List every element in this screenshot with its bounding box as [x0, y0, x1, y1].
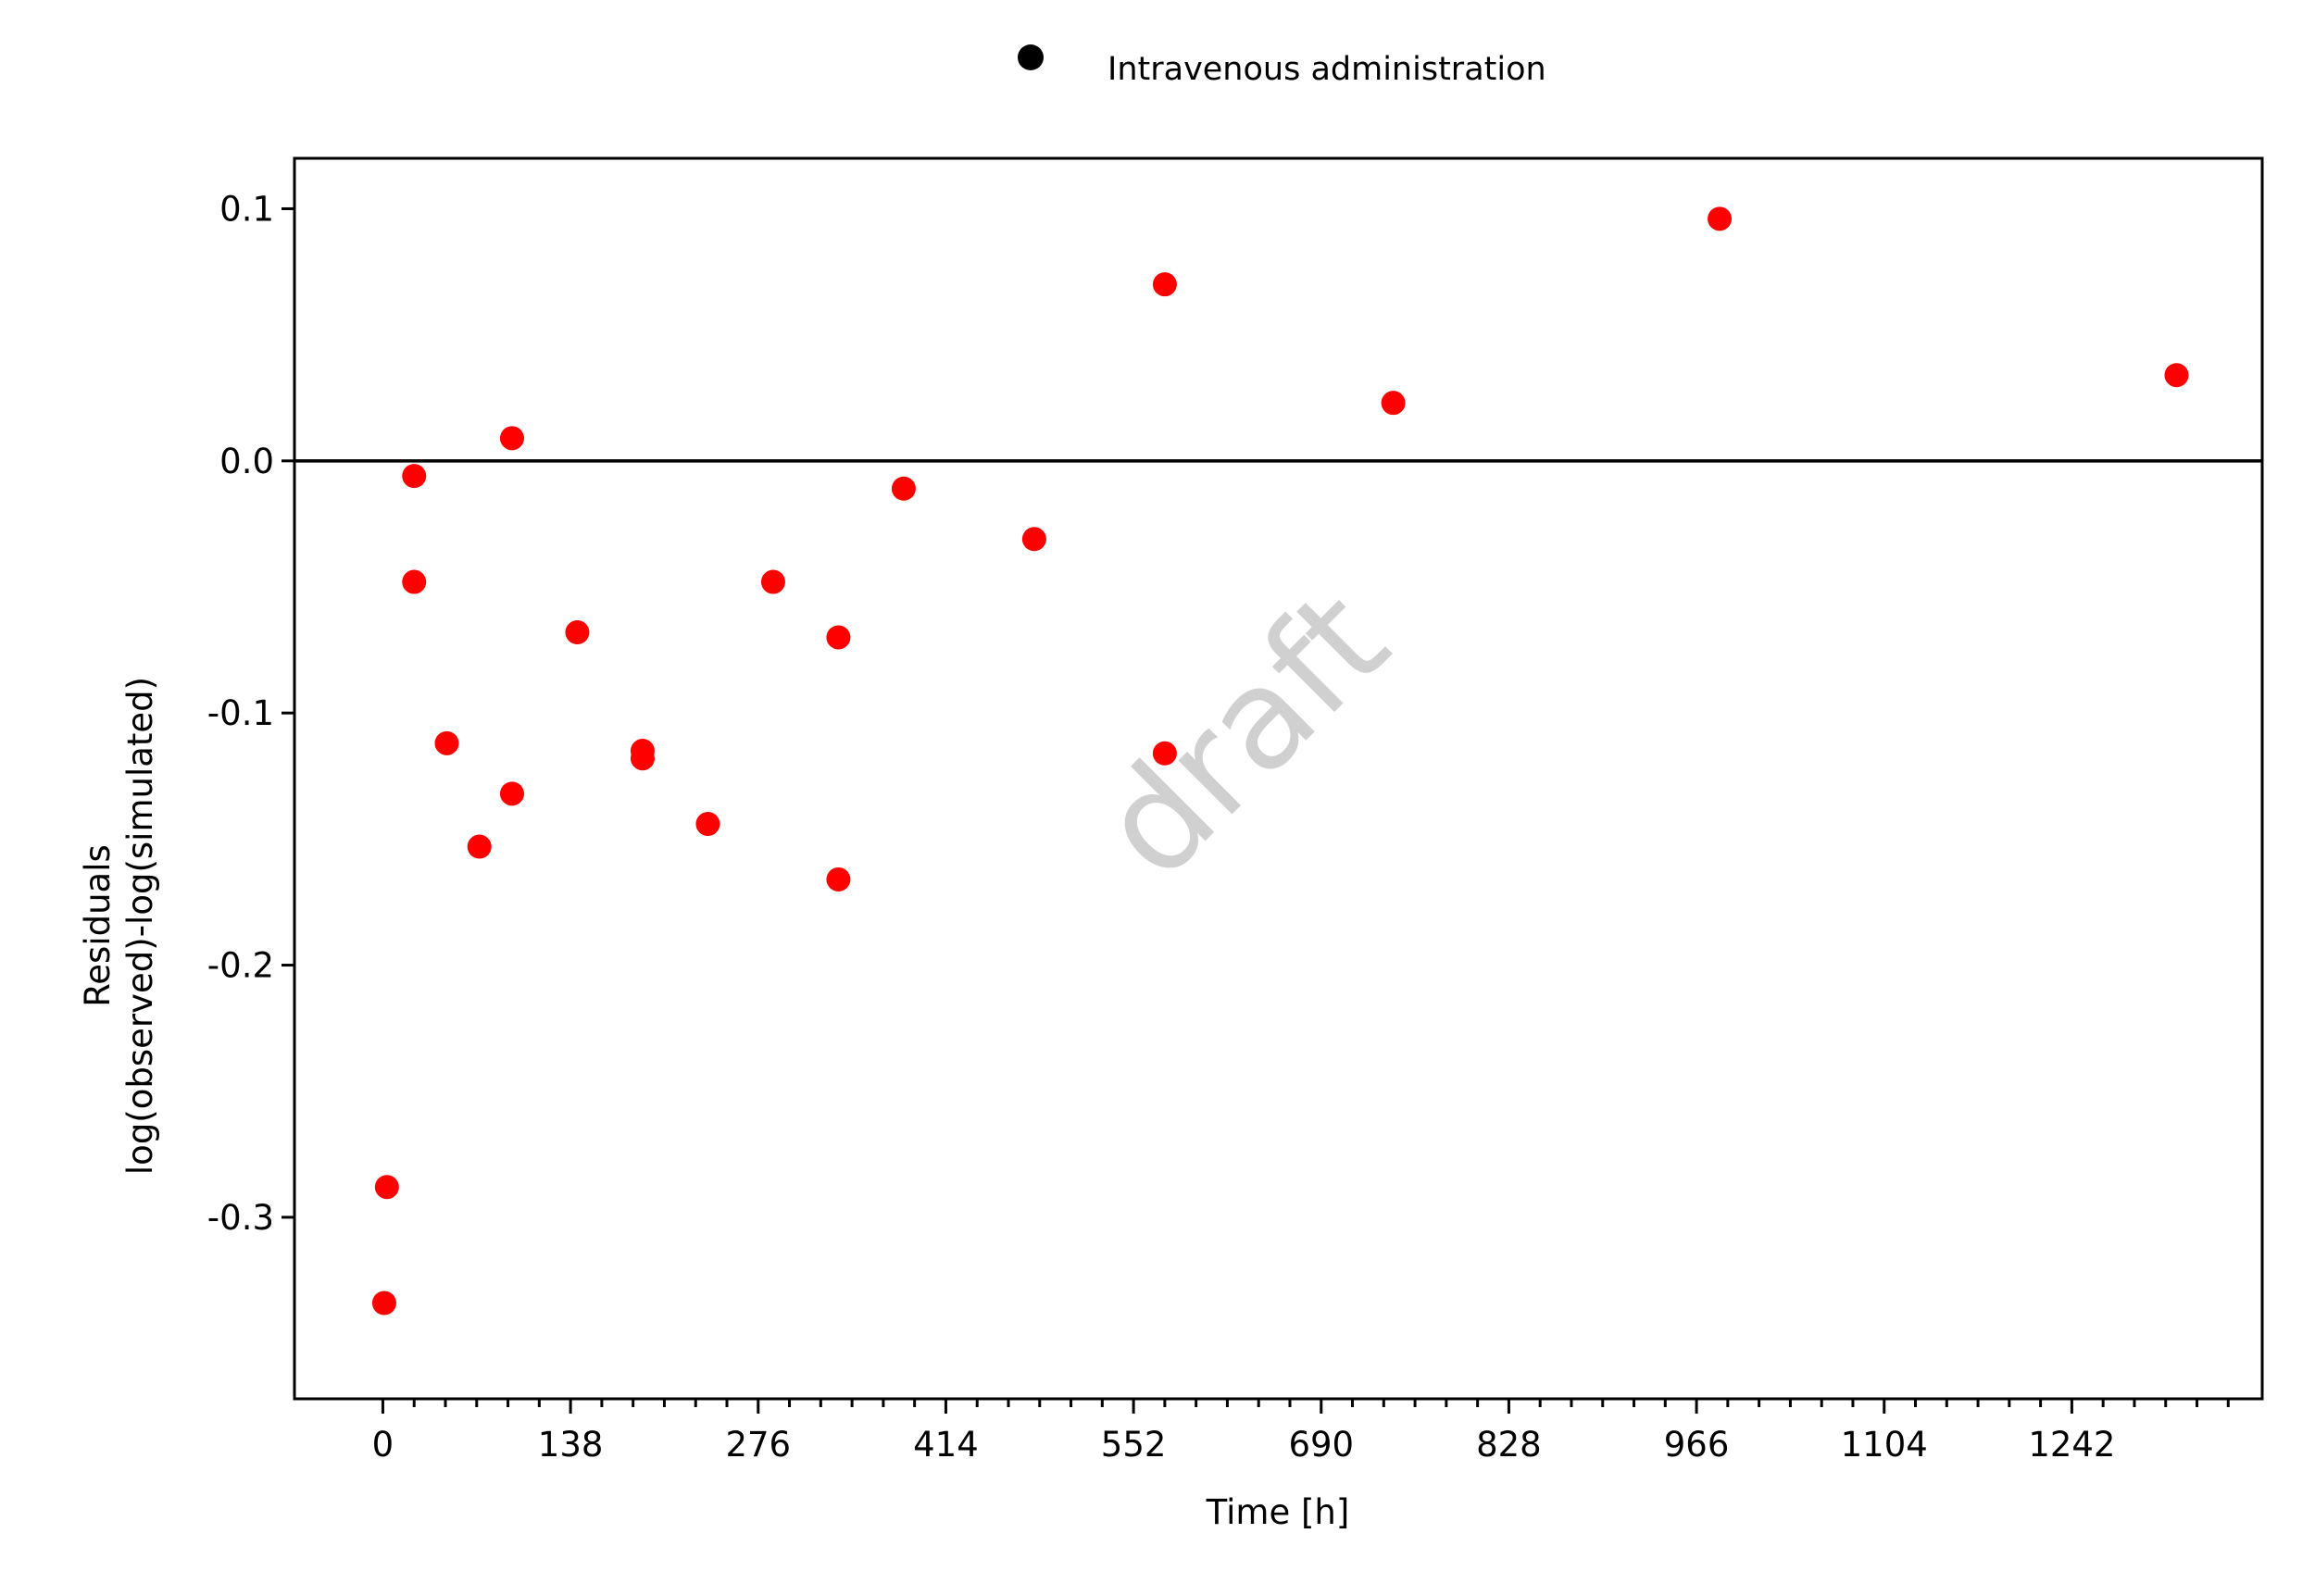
- y-axis-title: Residuals log(observed)-log(simulated): [78, 677, 160, 1175]
- data-point: [565, 620, 590, 645]
- data-point: [826, 625, 851, 650]
- y-tick-label: -0.3: [207, 1198, 274, 1238]
- x-tick-label: 966: [1664, 1425, 1730, 1465]
- data-point: [434, 730, 459, 755]
- data-point: [499, 781, 524, 806]
- data-point: [374, 1175, 399, 1200]
- data-point: [1152, 272, 1177, 297]
- data-point: [402, 464, 427, 489]
- y-axis: 0.1 0.0 -0.1 -0.2 -0.3: [207, 189, 294, 1238]
- x-axis-title: Time [h]: [1206, 1492, 1350, 1532]
- x-tick-label: 276: [725, 1425, 791, 1465]
- x-tick-label: 1104: [1841, 1425, 1928, 1465]
- data-point: [499, 426, 524, 451]
- legend-label: Intravenous administration: [1107, 51, 1546, 88]
- legend: Intravenous administration: [1018, 44, 1546, 88]
- data-point: [630, 746, 655, 771]
- y-tick-label: 0.1: [219, 189, 274, 229]
- y-axis-title-line-2: log(observed)-log(simulated): [120, 677, 160, 1175]
- data-point: [1152, 741, 1177, 766]
- y-tick-label: 0.0: [219, 442, 274, 481]
- data-point: [371, 1291, 396, 1315]
- data-points: [371, 206, 2189, 1315]
- plot-area-frame: [293, 156, 2264, 1401]
- x-tick-label: 690: [1288, 1425, 1354, 1465]
- data-point: [1381, 391, 1406, 416]
- x-tick-label: 0: [372, 1425, 394, 1465]
- draft-watermark: draft: [1070, 561, 1419, 909]
- data-point: [467, 834, 492, 859]
- data-point: [1021, 527, 1046, 552]
- x-tick-label: 828: [1476, 1425, 1542, 1465]
- x-tick-label: 1242: [2028, 1425, 2115, 1465]
- data-point: [760, 569, 785, 594]
- legend-marker: [1018, 44, 1044, 70]
- y-tick-label: -0.2: [207, 946, 274, 986]
- y-axis-title-line-1: Residuals: [78, 844, 118, 1007]
- data-point: [1708, 206, 1733, 231]
- data-point: [695, 812, 720, 837]
- data-point: [2164, 363, 2189, 388]
- y-tick-label: -0.1: [207, 693, 274, 733]
- x-tick-label: 552: [1101, 1425, 1167, 1465]
- x-axis: 0 138 276 414 552 690 828 966 1104 1242: [372, 1399, 2230, 1465]
- data-point: [402, 569, 427, 594]
- x-tick-label: 414: [913, 1425, 979, 1465]
- x-tick-label: 138: [538, 1425, 604, 1465]
- data-point: [826, 867, 851, 892]
- data-point: [891, 476, 916, 501]
